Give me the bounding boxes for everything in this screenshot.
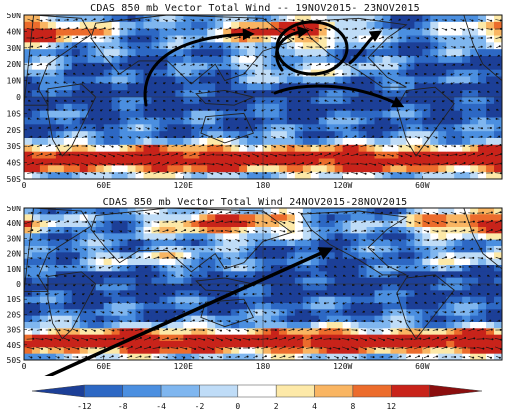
colorbar-swatch (391, 384, 430, 398)
lon-label: 60E (96, 362, 111, 371)
colorbar-tick: -8 (118, 402, 128, 411)
annotation-arrow (44, 247, 334, 376)
colorbar-tick: -12 (77, 402, 92, 411)
colorbar-tick: 2 (274, 402, 279, 411)
colorbar-swatch (429, 384, 483, 398)
colorbar-swatch (31, 384, 85, 398)
lat-label: 50N (7, 206, 22, 213)
lon-label: 0 (22, 362, 27, 371)
lat-label: 30S (7, 326, 22, 335)
lat-label: 20S (7, 126, 22, 135)
panel-title-top: CDAS 850 mb Vector Total Wind -- 19NOV20… (90, 3, 420, 14)
lat-label: 0 (16, 93, 21, 102)
lon-label: 60W (415, 362, 430, 371)
lat-label: 50S (7, 175, 22, 184)
lat-label: 10N (7, 265, 22, 274)
lat-label: 30N (7, 44, 22, 53)
lat-label: 0 (16, 280, 21, 289)
annotation-circle (275, 20, 349, 76)
colorbar-tick: -4 (156, 402, 166, 411)
lon-label: 60W (415, 181, 430, 190)
annotation-arrow (273, 84, 405, 108)
lat-label: 50N (7, 13, 22, 20)
colorbar-swatch (160, 384, 200, 398)
annotation-arrow (143, 28, 255, 107)
lat-label: 20N (7, 250, 22, 259)
lat-label: 10S (7, 295, 22, 304)
lon-label: 60E (96, 181, 111, 190)
colorbar-swatch (352, 384, 392, 398)
colorbar-tick: 12 (386, 402, 396, 411)
lat-label: 40S (7, 341, 22, 350)
lat-label: 40S (7, 159, 22, 168)
colorbar-swatch (237, 384, 277, 398)
lon-label: 180 (256, 181, 271, 190)
lon-label: 120E (174, 362, 193, 371)
panel-title-bottom: CDAS 850 mb Vector Total Wind 24NOV2015-… (102, 197, 408, 208)
lat-label: 20N (7, 60, 22, 69)
lat-label: 20S (7, 310, 22, 319)
colorbar-swatch (122, 384, 162, 398)
lon-label: 120W (333, 362, 352, 371)
colorbar-swatch (199, 384, 239, 398)
lat-label: 30N (7, 234, 22, 243)
lon-label: 0 (22, 181, 27, 190)
colorbar-tick: -2 (195, 402, 205, 411)
lat-label: 50S (7, 356, 22, 365)
colorbar-tick: 8 (350, 402, 355, 411)
lon-label: 120W (333, 181, 352, 190)
colorbar-tick: 0 (235, 402, 240, 411)
lat-label: 40N (7, 27, 22, 36)
lat-label: 40N (7, 219, 22, 228)
colorbar-tick: 4 (312, 402, 317, 411)
annotation-arrow (348, 30, 383, 65)
lat-label: 10S (7, 109, 22, 118)
lat-label: 30S (7, 142, 22, 151)
lon-label: 180 (256, 362, 271, 371)
colorbar-legend: -12 -8 -4 -2 0 2 4 8 12 (31, 384, 483, 411)
annotation-arrow (275, 26, 310, 72)
lon-label: 120E (174, 181, 193, 190)
colorbar-swatch (275, 384, 315, 398)
lat-label: 10N (7, 77, 22, 86)
colorbar-swatch (84, 384, 123, 398)
colorbar-swatch (314, 384, 354, 398)
